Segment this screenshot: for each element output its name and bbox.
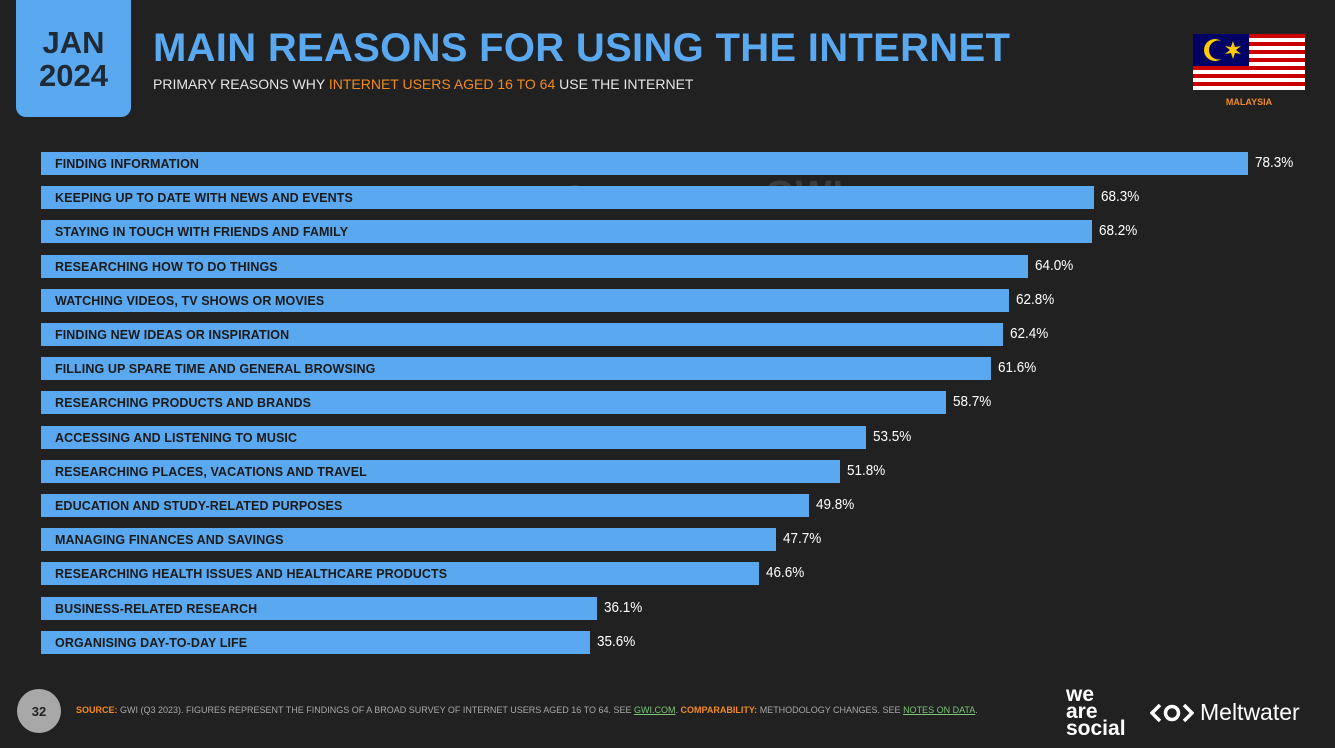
source-dot: . bbox=[675, 705, 679, 715]
comparability-key: COMPARABILITY: bbox=[678, 705, 758, 715]
bar-value-label: 58.7% bbox=[952, 393, 992, 411]
country-label: MALAYSIA bbox=[1225, 97, 1273, 107]
meltwater-text: Meltwater bbox=[1200, 699, 1300, 725]
bar bbox=[41, 494, 809, 517]
brand-line-3: social bbox=[1066, 717, 1126, 740]
subtitle-post: USE THE INTERNET bbox=[555, 76, 694, 92]
bar-row: KEEPING UP TO DATE WITH NEWS AND EVENTS 6… bbox=[41, 186, 1174, 210]
brand-line-2: are bbox=[1066, 700, 1098, 723]
bar-category-label: FILLING UP SPARE TIME AND GENERAL BROWSI… bbox=[55, 362, 376, 377]
bar-value-label: 64.0% bbox=[1034, 256, 1073, 274]
date-year: 2024 bbox=[39, 57, 108, 93]
meltwater-logo: Meltwater bbox=[1150, 699, 1300, 726]
bar bbox=[41, 288, 1010, 312]
bar-category-label: ACCESSING AND LISTENING TO MUSIC bbox=[55, 430, 298, 445]
bar-category-label: ORGANISING DAY-TO-DAY LIFE bbox=[55, 635, 248, 650]
bar-value-label: 68.2% bbox=[1099, 222, 1138, 240]
bar-category-label: KEEPING UP TO DATE WITH NEWS AND EVENTS bbox=[55, 191, 353, 206]
bar bbox=[41, 528, 777, 552]
page-title: MAIN REASONS FOR USING THE INTERNET bbox=[153, 26, 1011, 70]
bar bbox=[41, 596, 598, 620]
bar-value-label: 62.4% bbox=[1009, 325, 1049, 342]
bar-row: FINDING NEW IDEAS OR INSPIRATION 62.4% bbox=[41, 323, 1083, 346]
bar-row: ACCESSING AND LISTENING TO MUSIC 53.5% bbox=[41, 425, 946, 449]
bar-row: FINDING INFORMATION 78.3% bbox=[41, 152, 1328, 175]
we-are-social-logo: we are social bbox=[1066, 683, 1126, 740]
bar-value-label: 78.3% bbox=[1255, 154, 1294, 171]
bar-value-label: 68.3% bbox=[1100, 188, 1140, 206]
source-key: SOURCE: bbox=[76, 705, 118, 715]
bar-row: ORGANISING DAY-TO-DAY LIFE 35.6% bbox=[41, 630, 670, 654]
comparability-dot: . bbox=[975, 705, 978, 715]
bar-category-label: FINDING INFORMATION bbox=[55, 157, 200, 171]
bar bbox=[41, 459, 840, 483]
bar bbox=[41, 323, 1003, 346]
brand-line-1: we bbox=[1066, 683, 1095, 706]
bar-category-label: RESEARCHING HOW TO DO THINGS bbox=[55, 259, 278, 274]
bar-value-label: 49.8% bbox=[815, 496, 854, 513]
page-subtitle: PRIMARY REASONS WHY INTERNET USERS AGED … bbox=[153, 76, 693, 92]
bar-value-label: 47.7% bbox=[783, 530, 822, 548]
bar bbox=[41, 254, 1028, 278]
bar-row: RESEARCHING PRODUCTS AND BRANDS 58.7% bbox=[41, 391, 1026, 415]
source-note: SOURCE: GWI (Q3 2023). FIGURES REPRESENT… bbox=[76, 705, 978, 715]
page-number: 32 bbox=[17, 689, 61, 733]
bar bbox=[41, 630, 590, 654]
bar-value-label: 53.5% bbox=[872, 427, 911, 445]
subtitle-highlight: INTERNET USERS AGED 16 TO 64 bbox=[328, 76, 556, 92]
source-link[interactable]: GWI.COM bbox=[634, 705, 676, 715]
bar-category-label: RESEARCHING HEALTH ISSUES AND HEALTHCARE… bbox=[55, 567, 448, 582]
bar-row: BUSINESS-RELATED RESEARCH 36.1% bbox=[41, 596, 677, 620]
bar-row: RESEARCHING HOW TO DO THINGS 64.0% bbox=[41, 254, 1108, 278]
bar-value-label: 62.8% bbox=[1016, 290, 1055, 308]
bar-category-label: RESEARCHING PLACES, VACATIONS AND TRAVEL bbox=[55, 464, 367, 479]
date-month: JAN bbox=[42, 24, 105, 60]
bar bbox=[41, 425, 866, 449]
malaysia-flag-icon bbox=[1193, 34, 1305, 90]
source-text: GWI (Q3 2023). FIGURES REPRESENT THE FIN… bbox=[117, 705, 634, 715]
bar bbox=[41, 357, 991, 381]
bar-category-label: MANAGING FINANCES AND SAVINGS bbox=[55, 533, 284, 548]
bar-category-label: BUSINESS-RELATED RESEARCH bbox=[55, 601, 258, 616]
subtitle-pre: PRIMARY REASONS WHY bbox=[153, 76, 329, 92]
notes-on-data-link[interactable]: NOTES ON DATA bbox=[903, 705, 976, 715]
bar-category-label: FINDING NEW IDEAS OR INSPIRATION bbox=[55, 328, 290, 342]
bar-category-label: EDUCATION AND STUDY-RELATED PURPOSES bbox=[55, 499, 343, 513]
bar-value-label: 51.8% bbox=[846, 461, 885, 479]
date-badge: JAN 2024 bbox=[16, 0, 131, 117]
bar-category-label: WATCHING VIDEOS, TV SHOWS OR MOVIES bbox=[55, 293, 325, 308]
bar-value-label: 36.1% bbox=[604, 598, 643, 616]
bar-category-label: STAYING IN TOUCH WITH FRIENDS AND FAMILY bbox=[55, 225, 349, 240]
bar bbox=[41, 186, 1094, 210]
bar bbox=[41, 562, 760, 586]
bar-row: MANAGING FINANCES AND SAVINGS 47.7% bbox=[41, 528, 856, 552]
bar-value-label: 61.6% bbox=[997, 359, 1036, 377]
bar-row: RESEARCHING HEALTH ISSUES AND HEALTHCARE… bbox=[41, 562, 839, 586]
bar-row: STAYING IN TOUCH WITH FRIENDS AND FAMILY… bbox=[41, 220, 1172, 244]
bar-row: RESEARCHING PLACES, VACATIONS AND TRAVEL… bbox=[41, 459, 920, 483]
meltwater-logo-icon bbox=[1150, 703, 1194, 722]
comparability-text: METHODOLOGY CHANGES. SEE bbox=[757, 705, 904, 715]
bar-row: FILLING UP SPARE TIME AND GENERAL BROWSI… bbox=[41, 357, 1071, 381]
bar-category-label: RESEARCHING PRODUCTS AND BRANDS bbox=[55, 396, 312, 411]
bar-value-label: 46.6% bbox=[766, 564, 805, 582]
bar-row: WATCHING VIDEOS, TV SHOWS OR MOVIES 62.8% bbox=[41, 288, 1089, 312]
bar bbox=[41, 220, 1093, 244]
bar bbox=[41, 152, 1248, 175]
bar bbox=[41, 391, 946, 415]
bar-value-label: 35.6% bbox=[596, 632, 636, 650]
bar-row: EDUCATION AND STUDY-RELATED PURPOSES 49.8… bbox=[41, 494, 889, 517]
